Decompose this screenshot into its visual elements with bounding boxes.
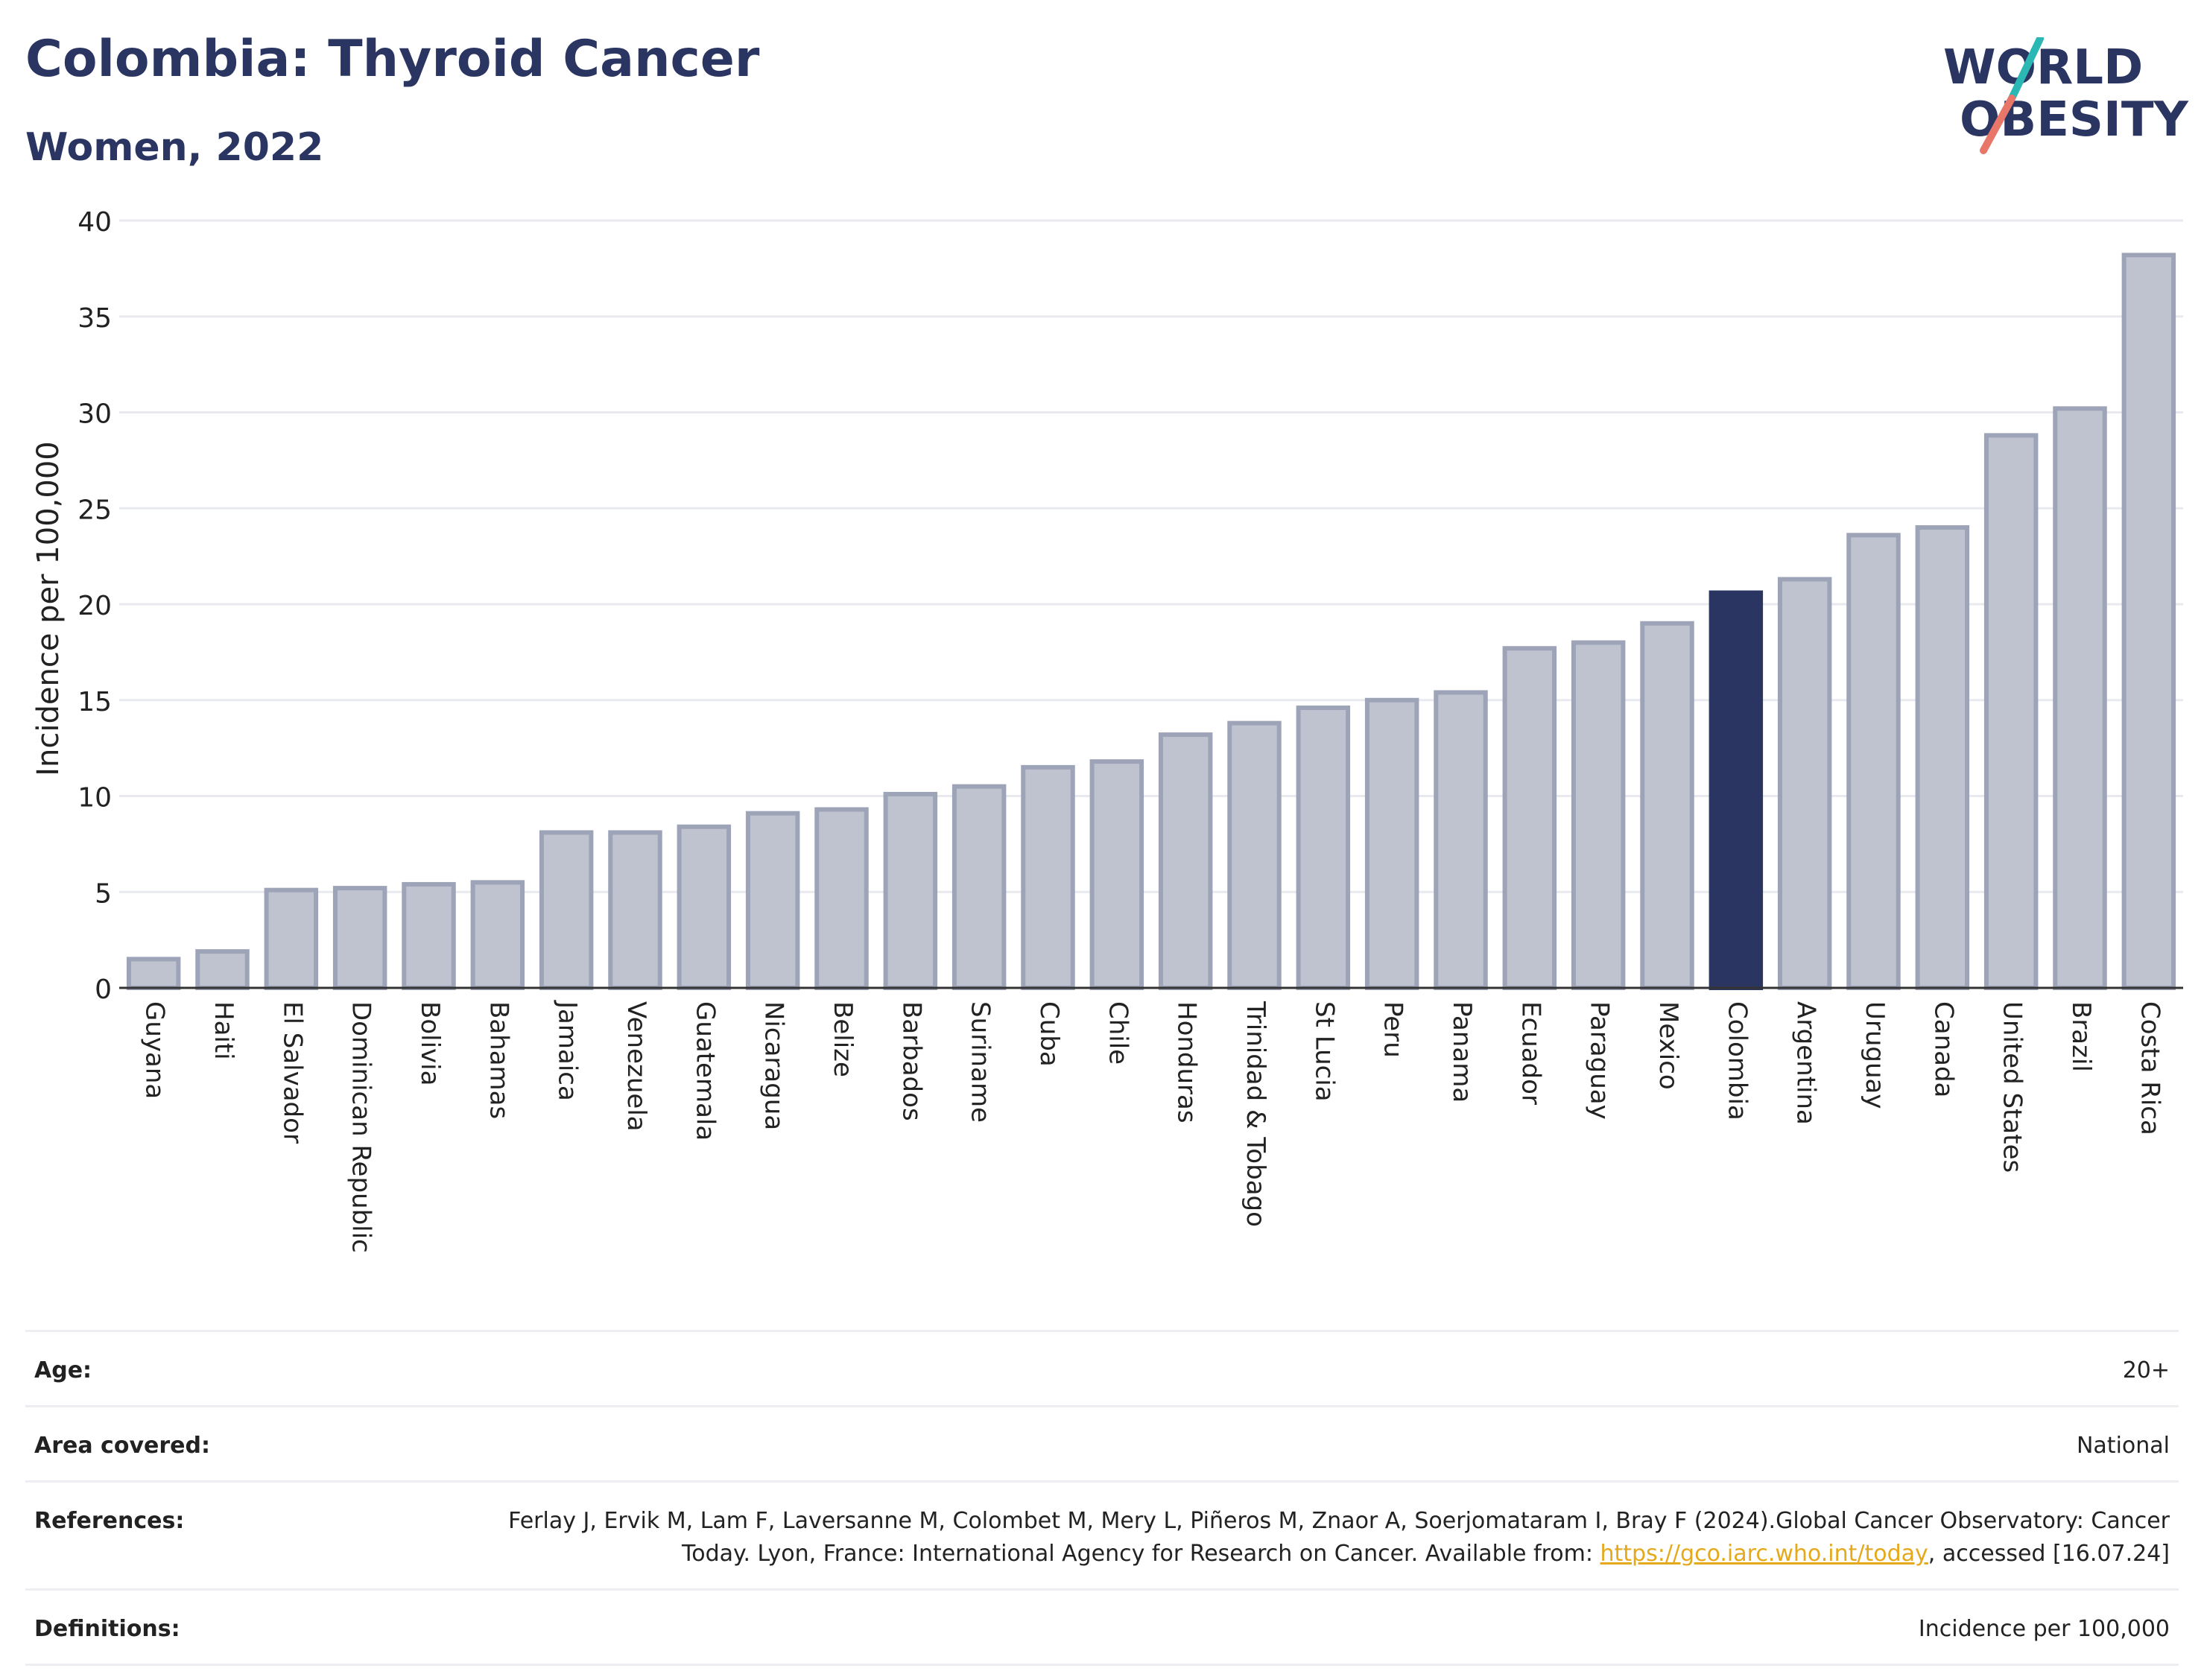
- axes: 0 5 10 15 20 25 30 35 40 Guyana Haiti El Salvador Do…: [77, 207, 2183, 1253]
- bar-suriname: [951, 784, 1007, 990]
- bar-uruguay: [1846, 533, 1901, 990]
- x-tick-label: Jamaica: [553, 1000, 583, 1101]
- y-tick-label: 30: [77, 399, 112, 430]
- chart-subtitle: Women, 2022: [25, 125, 324, 170]
- definitions-label: Definitions:: [34, 1616, 180, 1642]
- bar-el-salvador: [264, 887, 319, 990]
- x-tick-label: Guatemala: [690, 1001, 720, 1141]
- y-tick-label: 0: [95, 974, 112, 1005]
- bar-chile: [1089, 759, 1144, 991]
- x-tick-label: Ecuador: [1516, 1001, 1545, 1105]
- meta-row-references: References: Ferlay J, Ervik M, Lam F, La…: [25, 1480, 2179, 1588]
- x-tick-label: Canada: [1928, 1001, 1958, 1097]
- y-tick-label: 10: [77, 783, 112, 814]
- bar-brazil: [2053, 406, 2107, 991]
- bars: [126, 253, 2176, 991]
- references-text: Ferlay J, Ervik M, Lam F, Laversanne M, …: [508, 1508, 2170, 1567]
- y-tick-label: 20: [77, 591, 112, 621]
- x-tick-label: El Salvador: [277, 1001, 307, 1144]
- y-axis-label: Incidence per 100,000: [31, 441, 66, 776]
- meta-row-definitions: Definitions: Incidence per 100,000: [25, 1588, 2179, 1666]
- bar-haiti: [195, 949, 250, 990]
- bar-nicaragua: [745, 811, 800, 990]
- x-tick-label: Chile: [1103, 1001, 1133, 1065]
- area-label: Area covered:: [34, 1433, 210, 1459]
- x-tick-label: Panama: [1447, 1001, 1477, 1103]
- x-tick-label: Honduras: [1172, 1001, 1202, 1123]
- bar-bahamas: [470, 880, 525, 990]
- y-tick-label: 35: [77, 303, 112, 334]
- bar-costa-rica: [2121, 253, 2176, 991]
- bar-argentina: [1777, 577, 1832, 990]
- logo-text-line2: OBESITY: [1960, 92, 2188, 148]
- x-tick-label: Barbados: [896, 1001, 926, 1121]
- x-tick-label: Venezuela: [621, 1001, 651, 1132]
- x-tick-label: Suriname: [966, 1001, 995, 1123]
- bar-mexico: [1640, 621, 1694, 990]
- bar-canada: [1915, 525, 1970, 990]
- x-tick-label: Guyana: [140, 1001, 170, 1099]
- chart-title: Colombia: Thyroid Cancer: [25, 30, 760, 89]
- x-tick-label: United States: [1998, 1001, 2027, 1173]
- definitions-value: Incidence per 100,000: [1918, 1616, 2170, 1642]
- x-tick-label: Haiti: [209, 1001, 238, 1060]
- bar-united-states: [1983, 433, 2039, 990]
- area-value: National: [2076, 1433, 2170, 1459]
- world-obesity-logo: WORLD OBESITY: [1943, 37, 2188, 154]
- bar-paraguay: [1571, 640, 1626, 990]
- y-tick-label: 40: [77, 207, 112, 238]
- age-value: 20+: [2122, 1357, 2170, 1383]
- x-tick-label: Belize: [828, 1001, 858, 1077]
- bar-trinidad-tobago: [1227, 720, 1282, 991]
- x-tick-label: Uruguay: [1860, 1001, 1890, 1109]
- references-suffix: , accessed [16.07.24]: [1928, 1541, 2170, 1567]
- metadata-table: Age: 20+ Area covered: National Referenc…: [25, 1330, 2179, 1666]
- bar-belize: [814, 807, 869, 991]
- bar-guyana: [126, 957, 181, 990]
- x-tick-label: Trinidad & Tobago: [1241, 1001, 1270, 1227]
- grid-lines: [119, 219, 2183, 893]
- x-tick-label: Bahamas: [484, 1001, 513, 1119]
- references-link[interactable]: https://gco.iarc.who.int/today: [1600, 1541, 1928, 1567]
- x-tick-label: Nicaragua: [759, 1001, 789, 1130]
- logo-slash-coral: [1980, 95, 2015, 154]
- bar-venezuela: [608, 830, 662, 990]
- x-tick-label: Argentina: [1791, 1001, 1821, 1125]
- bar-peru: [1364, 697, 1419, 990]
- bar-dominican-republic: [332, 886, 387, 990]
- x-tick-label: Mexico: [1653, 1001, 1683, 1090]
- bar-st-lucia: [1296, 706, 1351, 990]
- bar-cuba: [1021, 764, 1075, 990]
- x-tick-label: Brazil: [2066, 1001, 2096, 1072]
- x-tick-label: Colombia: [1722, 1001, 1752, 1120]
- x-tick-label: Cuba: [1034, 1001, 1064, 1067]
- bar-honduras: [1158, 732, 1213, 990]
- logo-text-line1: WORLD: [1943, 40, 2143, 95]
- x-tick-label: Costa Rica: [2135, 1001, 2165, 1135]
- meta-row-area: Area covered: National: [25, 1405, 2179, 1480]
- x-tick-label: Peru: [1378, 1001, 1408, 1058]
- references-value: Ferlay J, Ervik M, Lam F, Laversanne M, …: [456, 1505, 2170, 1570]
- logo-slash-teal: [2008, 37, 2044, 102]
- bar-ecuador: [1502, 646, 1557, 990]
- bar-jamaica: [539, 830, 594, 990]
- bar-colombia: [1709, 590, 1764, 990]
- y-tick-label: 5: [95, 878, 112, 909]
- references-label: References:: [34, 1508, 185, 1534]
- age-label: Age:: [34, 1357, 92, 1383]
- x-tick-label: Dominican Republic: [346, 1001, 376, 1253]
- y-tick-label: 25: [77, 495, 112, 525]
- bar-chart: 0 5 10 15 20 25 30 35 40 Guyana Haiti El Salvador Do…: [31, 207, 2183, 1253]
- x-tick-label: Paraguay: [1585, 1001, 1615, 1120]
- bar-bolivia: [402, 881, 456, 991]
- bar-guatemala: [677, 824, 732, 991]
- bar-barbados: [883, 791, 938, 990]
- x-tick-label: St Lucia: [1309, 1001, 1339, 1102]
- bar-panama: [1434, 690, 1488, 990]
- y-tick-label: 15: [77, 687, 112, 717]
- x-tick-label: Bolivia: [415, 1001, 445, 1085]
- meta-row-age: Age: 20+: [25, 1330, 2179, 1405]
